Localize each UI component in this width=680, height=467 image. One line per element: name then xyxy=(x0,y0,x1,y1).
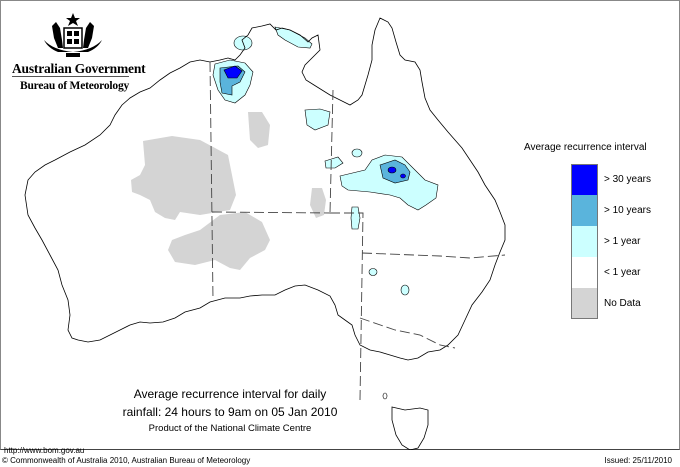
coat-of-arms-icon xyxy=(8,10,138,65)
issued-date: Issued: 25/11/2010 xyxy=(604,456,672,465)
state-borders xyxy=(209,61,506,401)
legend-label: No Data xyxy=(604,298,641,309)
legend-swatch xyxy=(571,226,598,257)
gt30-years-regions xyxy=(223,65,406,179)
legend-swatch xyxy=(571,257,598,288)
legend-swatch xyxy=(571,164,598,195)
website-link[interactable]: http://www.bom.gov.au xyxy=(4,446,85,455)
legend-item-nodata: No Data xyxy=(571,288,680,319)
legend-label: > 1 year xyxy=(604,236,641,247)
government-title: Australian Government xyxy=(12,61,146,76)
map-title-line1: Average recurrence interval for daily xyxy=(133,387,327,401)
map-title-line2: rainfall: 24 hours to 9am on 05 Jan 2010 xyxy=(122,405,338,419)
no-data-regions xyxy=(131,112,326,270)
legend-label: < 1 year xyxy=(604,267,641,278)
legend-item-gt10: > 10 years xyxy=(571,195,680,226)
legend-title: Average recurrence interval xyxy=(524,142,647,153)
legend-swatch xyxy=(571,195,598,226)
legend-item-lt1: < 1 year xyxy=(571,257,680,288)
agency-title: Bureau of Meteorology xyxy=(20,80,130,92)
legend: > 30 years > 10 years > 1 year < 1 year … xyxy=(571,164,680,319)
product-credit: Product of the National Climate Centre xyxy=(148,423,312,434)
coastline xyxy=(24,17,506,361)
header-divider xyxy=(12,76,129,77)
australia-map xyxy=(24,17,506,450)
legend-item-gt1: > 1 year xyxy=(571,226,680,257)
legend-label: > 10 years xyxy=(604,205,651,216)
copyright-notice: © Commonwealth of Australia 2010, Austra… xyxy=(2,456,251,465)
legend-swatch xyxy=(571,288,598,319)
legend-label: > 30 years xyxy=(604,174,651,185)
legend-item-gt30: > 30 years xyxy=(571,164,680,195)
tasmania-coastline xyxy=(391,406,429,450)
